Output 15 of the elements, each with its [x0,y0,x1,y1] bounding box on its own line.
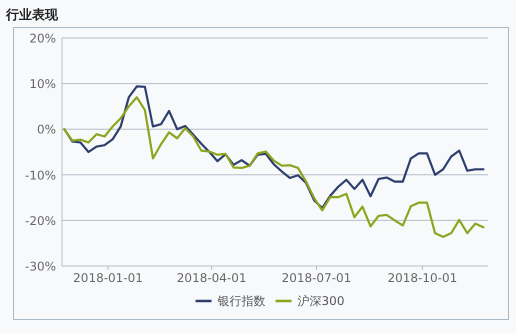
x-tick-label: 2018-10-01 [388,271,458,285]
x-tick-label: 2018-04-01 [176,271,247,285]
chart-title: 行业表现 [5,8,59,23]
y-tick-label: 20% [29,32,56,46]
y-tick-label: -10% [24,168,56,182]
x-tick-label: 2018-01-01 [73,271,143,285]
line-series [63,96,484,238]
y-tick-label: 10% [29,77,56,92]
y-tick-label: -30% [24,260,56,274]
line-series [63,85,484,210]
y-tick-label: -20% [24,214,56,228]
legend-label: 银行指数 [216,294,266,308]
x-tick-label: 2018-07-01 [282,271,352,285]
legend-label: 沪深300 [298,294,344,308]
y-tick-label: 0% [36,122,56,137]
